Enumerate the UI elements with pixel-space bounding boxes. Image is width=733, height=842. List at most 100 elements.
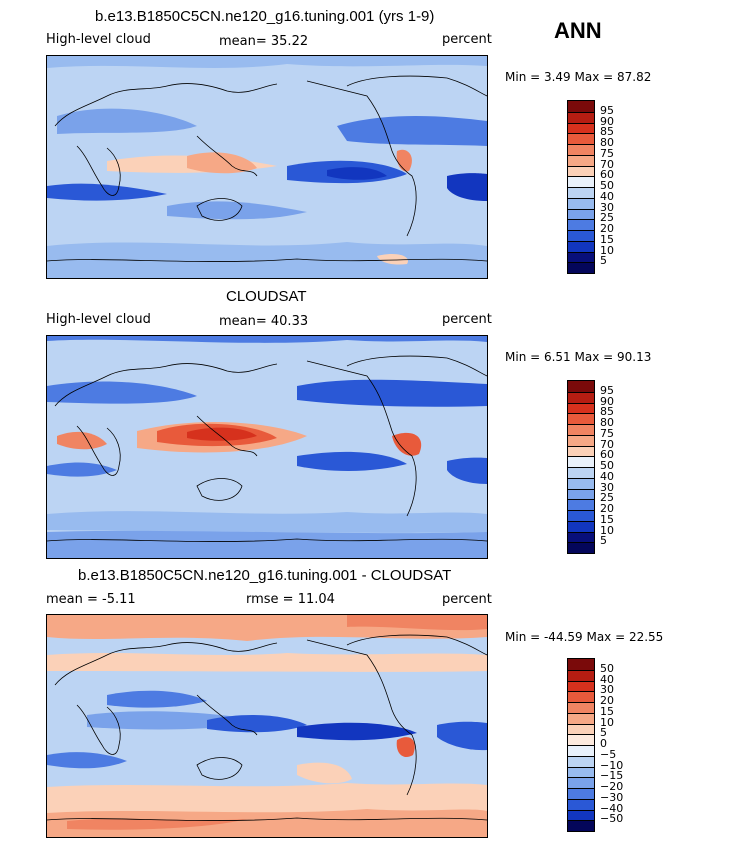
panel-2-title: CLOUDSAT [226,288,307,305]
colorbar-swatch [568,111,594,123]
colorbar-label: 90 [600,114,614,128]
colorbar-label: 30 [600,683,614,697]
colorbar-label: 75 [600,146,614,160]
colorbar-swatch [568,745,594,756]
colorbar-swatch [568,424,594,435]
colorbar-swatch [568,723,594,735]
season-label: ANN [554,18,602,43]
panel-3-colorbar [567,658,595,832]
colorbar-label: 25 [600,491,614,505]
colorbar-label: 80 [600,416,614,429]
colorbar-label: 80 [600,136,614,149]
panel-3-minmax: Min = -44.59 Max = 22.55 [505,630,664,644]
colorbar-swatch [568,820,594,831]
panel-3-rmse-label: rmse = 11.04 [246,592,335,607]
colorbar-swatch [568,456,594,467]
colorbar-swatch [568,176,594,187]
colorbar-swatch [568,434,594,446]
colorbar-swatch [568,208,594,220]
panel-3-title: b.e13.B1850C5CN.ne120_g16.tuning.001 - C… [78,567,452,584]
colorbar-label: 30 [600,480,614,494]
colorbar-swatch [568,542,594,553]
colorbar-label: −15 [600,769,624,783]
colorbar-label: −30 [600,790,624,804]
panel-1-map [46,55,488,279]
colorbar-label: 20 [600,694,614,707]
colorbar-swatch [568,477,594,489]
colorbar-label: 5 [600,254,607,268]
panel-1-title: b.e13.B1850C5CN.ne120_g16.tuning.001 (yr… [95,8,435,25]
colorbar-swatch [568,809,594,821]
colorbar-label: 20 [600,502,614,515]
colorbar-swatch [568,669,594,681]
colorbar-swatch [568,262,594,273]
panel-1-variable-label: High-level cloud [46,32,151,47]
colorbar-label: 50 [600,179,614,192]
colorbar-swatch [568,788,594,799]
colorbar-swatch [568,381,594,392]
colorbar-label: 15 [600,704,614,718]
panel-1-minmax: Min = 3.49 Max = 87.82 [505,70,652,84]
panel-2-variable-label: High-level cloud [46,312,151,327]
colorbar-swatch [568,734,594,745]
colorbar-swatch [568,680,594,692]
panel-2-map-svg [47,336,487,558]
colorbar-label: 60 [600,448,614,462]
colorbar-swatch [568,691,594,702]
panel-2-map [46,335,488,559]
colorbar-swatch [568,240,594,252]
colorbar-label: 20 [600,222,614,235]
panel-3-map [46,614,488,838]
panel-3-units-label: percent [442,592,492,607]
colorbar-label: 0 [600,737,607,750]
panel-1-colorbar [567,100,595,274]
colorbar-swatch [568,413,594,424]
colorbar-swatch [568,766,594,778]
colorbar-label: 90 [600,394,614,408]
colorbar-label: 50 [600,459,614,472]
panel-3-map-svg [47,615,487,837]
colorbar-label: 5 [600,534,607,548]
colorbar-label: 10 [600,715,614,729]
colorbar-swatch [568,499,594,510]
colorbar-swatch [568,520,594,532]
colorbar-swatch [568,165,594,177]
colorbar-swatch [568,467,594,478]
colorbar-label: 75 [600,426,614,440]
colorbar-label: 40 [600,189,614,203]
colorbar-label: 15 [600,512,614,526]
colorbar-swatch [568,144,594,155]
colorbar-label: −10 [600,758,624,772]
panel-1-map-svg [47,56,487,278]
colorbar-label: 15 [600,232,614,246]
colorbar-label: 70 [600,157,614,171]
colorbar-label: −5 [600,747,617,761]
colorbar-swatch [568,777,594,788]
colorbar-label: −20 [600,780,624,793]
colorbar-label: 10 [600,523,614,537]
colorbar-label: 85 [600,125,614,139]
colorbar-swatch [568,488,594,500]
colorbar-swatch [568,219,594,230]
colorbar-swatch [568,154,594,166]
colorbar-swatch [568,101,594,112]
colorbar-label: 70 [600,437,614,451]
panel-2-colorbar [567,380,595,554]
colorbar-swatch [568,702,594,713]
colorbar-label: 5 [600,726,607,740]
colorbar-label: 50 [600,661,614,675]
colorbar-swatch [568,755,594,767]
colorbar-label: −50 [600,812,624,826]
panel-3-mean-label: mean = -5.11 [46,592,136,607]
colorbar-swatch [568,510,594,521]
colorbar-swatch [568,445,594,457]
colorbar-swatch [568,197,594,209]
colorbar-label: 25 [600,211,614,225]
panel-1-units-label: percent [442,32,492,47]
colorbar-label: 40 [600,469,614,483]
colorbar-swatch [568,391,594,403]
colorbar-swatch [568,230,594,241]
colorbar-swatch [568,187,594,198]
colorbar-swatch [568,659,594,670]
colorbar-swatch [568,251,594,263]
